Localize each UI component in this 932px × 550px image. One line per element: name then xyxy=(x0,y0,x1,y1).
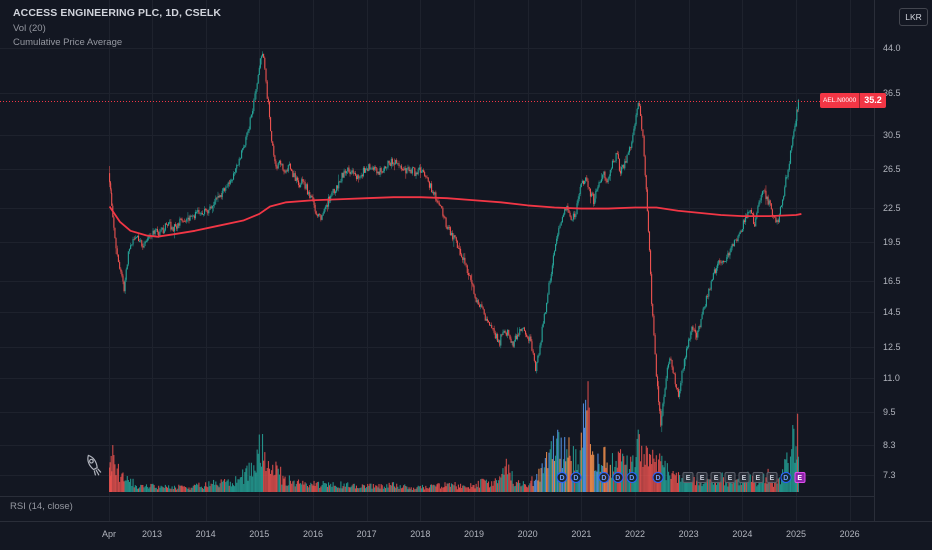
earnings-upcoming-square-marker[interactable]: E xyxy=(794,472,806,483)
time-axis[interactable]: Apr 2013 2014 2015 2016 2017 2018 2019 2020 2021 2… xyxy=(0,521,932,550)
currency-badge[interactable]: LKR xyxy=(899,8,928,26)
symbol-ticker-label: AEL.N0000 xyxy=(820,93,861,109)
time-tick-label: 2023 xyxy=(678,529,699,539)
price-tick-label: 14.5 xyxy=(883,306,901,317)
earnings-square-marker[interactable]: E xyxy=(696,472,708,483)
earnings-square-marker[interactable]: E xyxy=(724,472,736,483)
earnings-square-marker[interactable]: E xyxy=(682,472,694,483)
symbol-title[interactable]: ACCESS ENGINEERING PLC, 1D, CSELK xyxy=(13,7,222,19)
price-tick-label: 11.0 xyxy=(883,372,900,383)
last-price-badge: AEL.N0000 35.2 xyxy=(820,93,886,109)
price-tick-label: 30.5 xyxy=(883,130,901,141)
time-tick-label: 2017 xyxy=(356,529,377,539)
time-tick-label: 2026 xyxy=(839,529,860,539)
dividend-circle-marker[interactable]: D xyxy=(556,472,568,483)
time-tick-label: 2021 xyxy=(571,529,592,539)
time-tick-label: 2018 xyxy=(410,529,431,539)
dividend-circle-marker[interactable]: D xyxy=(570,472,582,483)
time-tick-label: 2022 xyxy=(624,529,646,539)
price-tick-label: 19.5 xyxy=(883,236,901,247)
earnings-square-marker[interactable]: E xyxy=(710,472,722,483)
price-tick-label: 16.5 xyxy=(883,276,901,287)
time-tick-label: 2019 xyxy=(463,529,484,539)
dividend-circle-marker[interactable]: D xyxy=(652,472,664,483)
price-chart-canvas[interactable] xyxy=(0,0,875,522)
time-tick-label: 2016 xyxy=(302,529,323,539)
price-tick-label: 22.5 xyxy=(883,202,901,213)
earnings-square-marker[interactable]: E xyxy=(766,472,778,483)
dividend-circle-marker[interactable]: D xyxy=(612,472,624,483)
earnings-square-marker[interactable]: E xyxy=(752,472,764,483)
time-tick-label: 2020 xyxy=(517,529,538,539)
dividend-circle-marker[interactable]: D xyxy=(626,472,638,483)
price-tick-label: 9.5 xyxy=(883,407,896,418)
time-tick-label: Apr xyxy=(102,529,117,539)
time-tick-label: 2014 xyxy=(195,529,216,539)
price-tick-label: 12.5 xyxy=(883,342,901,353)
chart-legend: ACCESS ENGINEERING PLC, 1D, CSELK Vol (2… xyxy=(13,8,221,48)
price-tick-label: 8.3 xyxy=(883,439,896,450)
price-axis[interactable]: LKR AEL.N0000 35.2 44.0 36.5 30.5 26.5 22.5 1… xyxy=(820,0,932,522)
last-price-value: 35.2 xyxy=(864,95,882,106)
rocket-doodle-icon[interactable] xyxy=(82,452,106,480)
time-tick-label: 2015 xyxy=(249,529,270,539)
volume-indicator-label[interactable]: Vol (20) xyxy=(13,22,46,34)
time-tick-label: 2013 xyxy=(141,529,162,539)
earnings-square-marker[interactable]: E xyxy=(738,472,750,483)
price-tick-label: 26.5 xyxy=(883,163,901,174)
dividend-circle-marker[interactable]: D xyxy=(780,472,792,483)
cumulative-average-indicator-label[interactable]: Cumulative Price Average xyxy=(13,37,123,48)
price-tick-label: 44.0 xyxy=(883,43,901,54)
dividend-circle-marker[interactable]: D xyxy=(598,472,610,483)
rsi-indicator-label[interactable]: RSI (14, close) xyxy=(10,501,73,512)
price-tick-label: 36.5 xyxy=(883,87,901,98)
time-tick-label: 2025 xyxy=(785,529,807,539)
price-tick-label: 7.3 xyxy=(883,470,896,481)
time-tick-label: 2024 xyxy=(732,529,753,539)
